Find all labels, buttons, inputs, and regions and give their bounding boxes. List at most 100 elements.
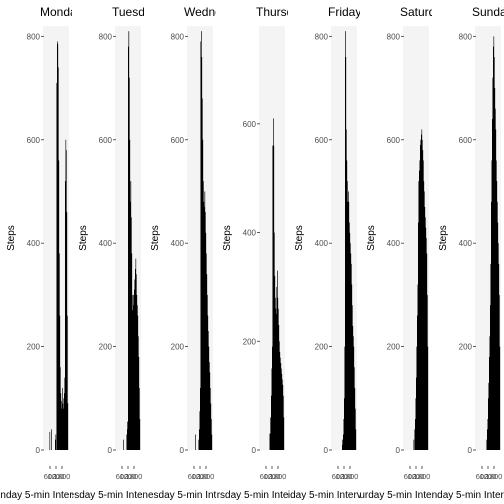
x-tick-label: 1800 [198,472,215,481]
bar [347,201,349,450]
bar [195,434,196,450]
y-tick-label: 600 [387,136,401,145]
bar [424,206,426,450]
x-axis-label: Thursday 5-min Interval [216,490,288,501]
bar [492,119,493,450]
bar [425,227,427,450]
bar [59,253,60,450]
bar [493,36,495,451]
bar [416,377,417,450]
bar [499,346,501,450]
chart-title: Monday [40,5,72,19]
bar [277,270,278,450]
bar [495,129,497,450]
bar [342,444,344,450]
y-tick-label: 0 [396,446,401,455]
bar [131,253,133,450]
bar [199,411,201,450]
bar [139,418,141,450]
bar [425,217,426,450]
bar [51,429,52,450]
bar [348,201,350,450]
bar [138,356,140,450]
bar [57,41,58,450]
bar [270,417,271,450]
bar [129,77,130,451]
bar [422,139,423,450]
chart-title: Wednesday [184,5,216,19]
x-tick-label: 1800 [270,472,287,481]
bar [421,129,423,450]
y-tick-label: 0 [36,446,41,455]
bar [136,274,137,450]
x-tick-label: 600 [188,472,201,481]
bar [349,232,351,450]
bar [283,417,285,450]
bar [59,315,61,450]
y-tick-label: 200 [315,343,329,352]
bar [200,41,202,450]
chart-panel: 020040060080060012001800Friday 5-min Int… [288,0,360,504]
bar [279,341,280,450]
bar [353,346,355,450]
bar [200,387,201,450]
bar [498,243,499,450]
chart-svg: 020040060080060012001800Monday 5-min Int… [0,26,72,501]
bar [283,395,284,450]
y-tick-label: 800 [387,32,401,41]
x-tick-label: 1200 [408,472,425,481]
bar [348,191,349,450]
bar [49,431,51,450]
bar [281,373,283,450]
bar [209,362,210,450]
bar [495,108,496,450]
y-tick-label: 200 [171,343,185,352]
chart-panel: 020040060080060012001800Wednesday 5-min … [144,0,216,504]
chart-title: Sunday [472,5,504,19]
bar [488,382,490,450]
y-tick-label: 0 [180,446,185,455]
bar [487,429,488,450]
bar [210,387,211,450]
bar [210,403,212,450]
y-tick-label: 400 [171,239,185,248]
bar [65,139,67,450]
bar [133,294,134,450]
bar [280,357,281,450]
bar [490,263,492,450]
bar [271,368,273,450]
x-tick-label: 600 [260,472,273,481]
bar [60,367,61,450]
bar [134,279,136,450]
bar [491,201,492,450]
bar [139,387,140,450]
y-axis-label: Steps [438,225,449,251]
bar [342,439,343,450]
bar [345,31,346,450]
y-tick-label: 600 [243,120,257,129]
bar [62,403,64,450]
bar [131,217,132,450]
chart-title: Tuesday [112,5,144,19]
bar [278,324,280,450]
bar [135,258,137,450]
bar [492,77,494,451]
bar [272,346,273,450]
bar [135,269,136,450]
y-tick-label: 400 [99,239,113,248]
bar [350,253,352,450]
bar [281,368,282,450]
y-tick-label: 200 [243,337,257,346]
bar [426,238,427,450]
bar [64,393,65,450]
bar [424,191,425,450]
bar [198,439,200,450]
bar [132,294,133,450]
bar [487,418,489,450]
y-tick-label: 0 [108,446,113,455]
chart-panel: 020040060080060012001800Sunday 5-min Int… [432,0,504,504]
bar [201,57,203,451]
bar [282,379,283,450]
x-tick-label: 1200 [336,472,353,481]
